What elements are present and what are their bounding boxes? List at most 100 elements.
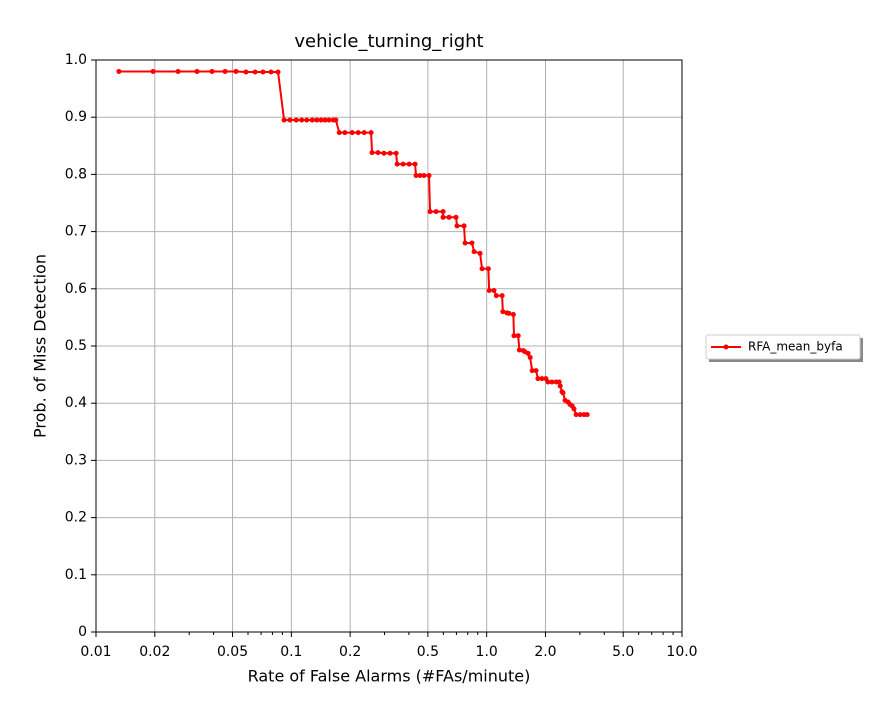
data-point <box>427 209 433 215</box>
y-tick-label: 0.5 <box>65 338 87 354</box>
data-point <box>549 379 555 385</box>
data-point <box>281 117 287 123</box>
legend-label: RFA_mean_byfa <box>748 340 843 354</box>
data-point <box>369 150 375 156</box>
data-point <box>304 117 310 123</box>
x-tick-label: 0.05 <box>217 644 248 660</box>
data-point <box>491 288 497 294</box>
x-tick-label: 0.1 <box>280 644 302 660</box>
y-tick-label: 0.7 <box>65 224 87 240</box>
data-point <box>539 376 545 382</box>
data-point <box>252 69 258 75</box>
data-point <box>571 406 577 412</box>
data-point <box>412 161 418 167</box>
data-point <box>116 68 122 74</box>
data-point <box>393 150 399 156</box>
data-point <box>209 68 215 74</box>
y-tick-label: 0 <box>78 624 87 640</box>
data-point <box>355 130 361 136</box>
data-point <box>506 310 512 316</box>
x-tick-label: 0.01 <box>80 644 111 660</box>
data-point <box>584 412 590 418</box>
data-point <box>525 350 531 356</box>
data-point <box>387 150 393 156</box>
data-point <box>175 68 181 74</box>
data-point <box>556 379 562 385</box>
y-tick-label: 0.9 <box>65 109 87 125</box>
x-tick-label: 1.0 <box>476 644 498 660</box>
data-point <box>322 117 328 123</box>
data-point <box>485 266 491 272</box>
data-point <box>500 309 506 315</box>
y-tick-label: 0.4 <box>65 395 87 411</box>
data-point <box>493 293 499 299</box>
data-point <box>545 379 551 385</box>
data-point <box>275 69 281 75</box>
data-point <box>336 130 342 136</box>
data-line <box>118 70 588 416</box>
legend-box <box>705 334 861 360</box>
data-point <box>462 240 468 246</box>
x-tick-label: 0.2 <box>339 644 361 660</box>
data-point <box>293 117 299 123</box>
data-point <box>477 250 483 256</box>
data-point <box>440 209 446 215</box>
data-point <box>406 161 412 167</box>
data-point <box>309 117 315 123</box>
legend: RFA_mean_byfa <box>705 334 863 362</box>
data-point <box>535 376 541 382</box>
x-tick-label: 2.0 <box>534 644 556 660</box>
data-point <box>243 69 249 75</box>
data-point <box>342 130 348 136</box>
data-point <box>557 383 563 389</box>
plot-frame <box>95 59 683 633</box>
data-point <box>469 240 475 246</box>
data-point <box>222 68 228 74</box>
y-tick-label: 0.8 <box>65 166 87 182</box>
data-point <box>326 117 332 123</box>
data-point <box>461 223 467 229</box>
data-point <box>233 68 239 74</box>
data-point <box>446 214 452 220</box>
y-tick-label: 0.1 <box>65 567 87 583</box>
data-point <box>440 214 446 220</box>
data-point <box>318 117 324 123</box>
x-tick-label: 5.0 <box>612 644 634 660</box>
legend-marker <box>723 344 729 350</box>
data-point <box>486 288 492 294</box>
data-point <box>471 249 477 255</box>
data-point <box>454 223 460 229</box>
data-point <box>361 130 367 136</box>
chart-title: vehicle_turning_right <box>294 31 483 52</box>
y-tick-label: 0.6 <box>65 281 87 297</box>
data-point <box>527 354 533 360</box>
data-point <box>511 333 517 339</box>
data-point <box>516 347 522 353</box>
data-point <box>453 214 459 220</box>
data-point <box>314 117 320 123</box>
data-point <box>375 150 381 156</box>
y-axis-label: Prob. of Miss Detection <box>31 254 50 438</box>
data-point <box>150 68 156 74</box>
data-point <box>426 173 432 179</box>
data-point <box>417 173 423 179</box>
data-point <box>299 117 305 123</box>
data-point <box>349 130 355 136</box>
data-point <box>368 130 374 136</box>
data-point <box>381 150 387 156</box>
data-point <box>573 412 579 418</box>
data-point <box>413 173 419 179</box>
data-point <box>533 368 539 374</box>
data-point <box>400 161 406 167</box>
data-point <box>260 69 266 75</box>
x-tick-label: 0.02 <box>139 644 170 660</box>
data-point <box>268 69 274 75</box>
data-point <box>194 68 200 74</box>
data-point <box>560 390 566 396</box>
data-point <box>515 333 521 339</box>
y-tick-label: 1.0 <box>65 52 87 68</box>
x-tick-label: 10.0 <box>666 644 697 660</box>
y-tick-label: 0.3 <box>65 452 87 468</box>
y-tick-label: 0.2 <box>65 510 87 526</box>
